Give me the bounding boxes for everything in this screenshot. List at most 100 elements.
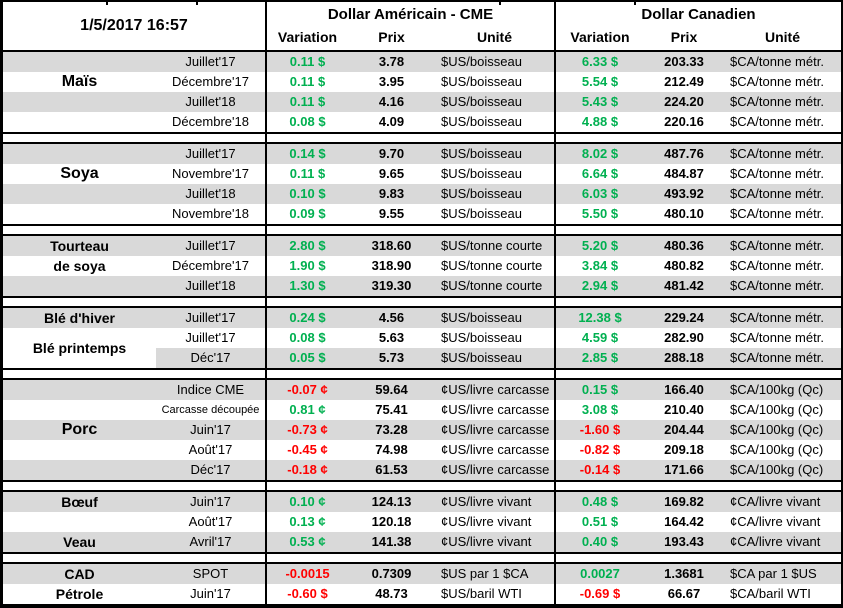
commodity-label: Pétrole [55, 586, 104, 602]
us-unit-label: $US/baril WTI [435, 584, 556, 604]
commodity-label: Blé printemps [32, 340, 127, 356]
contract-month-label: Juin'17 [156, 492, 267, 512]
section-divider [3, 296, 841, 308]
us-price-value: 74.98 [375, 442, 408, 457]
ca-unit-label: $CA/tonne métr. [730, 258, 824, 273]
us-unit-label: $US/boisseau [435, 144, 556, 164]
ca-unit-label: ¢CA/livre vivant [730, 534, 821, 549]
us-price-value: 319.30 [371, 278, 412, 293]
us-variation-value: 0.10 ¢ [289, 494, 326, 509]
us-dollar-title: Dollar Américain - CME [327, 6, 494, 23]
ca-price-value: 204.44 [664, 422, 704, 437]
us-price-value: 9.70 [378, 146, 405, 161]
contract-month-label: Juillet'17 [156, 328, 267, 348]
ca-variation-value: 2.94 $ [581, 278, 619, 293]
ca-unit-label: $CA/tonne métr. [724, 348, 841, 368]
ca-dollar-header-group: Dollar Canadien Variation Prix Unité [556, 2, 841, 50]
section-divider [3, 132, 841, 144]
us-variation-value: 1.90 $ [289, 258, 326, 273]
ca-price-header: Prix [670, 29, 698, 45]
us-variation-value: 2.80 $ [289, 238, 326, 253]
table-row: CAD SPOT -0.0015 0.7309 $US par 1 $CA 0.… [3, 564, 841, 584]
us-price-value: 120.18 [371, 514, 412, 529]
contract-month-label: Avril'17 [156, 532, 267, 552]
commodity-label [3, 184, 156, 204]
table-row: Porc Juin'17 -0.73 ¢ 73.28 ¢US/livre car… [3, 420, 841, 440]
us-unit-label: ¢US/livre carcasse [435, 420, 556, 440]
ca-variation-value: 6.64 $ [581, 166, 619, 181]
table-row: Août'17 -0.45 ¢ 74.98 ¢US/livre carcasse… [3, 440, 841, 460]
commodity-label: Soya [60, 165, 99, 182]
commodity-label [3, 380, 156, 400]
us-unit-label: ¢US/livre vivant [435, 532, 556, 552]
us-dollar-header-group: Dollar Américain - CME Variation Prix Un… [267, 2, 556, 50]
us-variation-value: -0.45 ¢ [287, 442, 328, 457]
ca-unit-label: $CA/100kg (Qc) [730, 402, 824, 417]
ca-unit-label: $CA/tonne métr. [730, 166, 824, 181]
us-unit-label: $US/boisseau [435, 52, 556, 72]
contract-month-label: Déc'17 [156, 348, 267, 368]
section-tourteau-de-soya: Tourteau Juillet'17 2.80 $ 318.60 $US/to… [3, 236, 841, 296]
us-price-value: 9.83 [378, 186, 405, 201]
us-unit-label: $US/boisseau [435, 204, 556, 224]
us-unit-label: $US/tonne courte [435, 236, 556, 256]
us-variation-value: 0.24 $ [289, 310, 326, 325]
table-row: Soya Novembre'17 0.11 $ 9.65 $US/boissea… [3, 164, 841, 184]
grid-tick [499, 2, 501, 5]
section-cad-petrole: CAD SPOT -0.0015 0.7309 $US par 1 $CA 0.… [3, 564, 841, 604]
ca-price-value: 480.82 [664, 258, 704, 273]
ca-variation-value: 5.50 $ [581, 206, 619, 221]
table-row: Pétrole Juin'17 -0.60 $ 48.73 $US/baril … [3, 584, 841, 604]
ca-unit-label: $CA/100kg (Qc) [730, 422, 824, 437]
table-row: Déc'17 0.05 $ 5.73 $US/boisseau 2.85 $ 2… [3, 348, 841, 368]
commodity-label: Maïs [61, 73, 98, 90]
table-row: Indice CME -0.07 ¢ 59.64 ¢US/livre carca… [3, 380, 841, 400]
commodity-label: Porc [61, 421, 98, 438]
commodity-label: Tourteau [50, 238, 109, 254]
ca-variation-header: Variation [570, 29, 630, 45]
table-row: Blé printemps Juillet'17 0.08 $ 5.63 $US… [3, 328, 841, 356]
ca-price-value: 166.40 [664, 382, 704, 397]
us-variation-value: 0.10 $ [289, 186, 326, 201]
us-variation-header: Variation [277, 29, 338, 45]
contract-month-label: Décembre'17 [156, 256, 267, 276]
us-price-value: 61.53 [375, 462, 408, 477]
contract-month-label: Août'17 [156, 512, 267, 532]
us-price-value: 3.95 [378, 74, 405, 89]
us-unit-label: ¢US/livre carcasse [435, 460, 556, 480]
ca-price-value: 209.18 [664, 442, 704, 457]
us-variation-value: 0.81 ¢ [289, 402, 326, 417]
ca-price-value: 481.42 [664, 278, 704, 293]
ca-variation-value: -0.14 $ [579, 462, 621, 477]
us-column-headers: Variation Prix Unité [267, 26, 554, 50]
commodity-label [3, 276, 156, 296]
ca-price-value: 212.49 [664, 74, 704, 89]
grid-tick [634, 2, 636, 5]
ca-price-value: 210.40 [664, 402, 704, 417]
ca-unit-label: $CA/tonne métr. [730, 54, 824, 69]
us-unit-label: $US/boisseau [435, 348, 556, 368]
us-unit-label: $US/boisseau [435, 328, 556, 348]
us-unit-label: ¢US/livre carcasse [435, 400, 556, 420]
table-row: Maïs Décembre'17 0.11 $ 3.95 $US/boissea… [3, 72, 841, 92]
ca-unit-label: $CA/100kg (Qc) [730, 442, 824, 457]
ca-unit-label: $CA/tonne métr. [730, 186, 824, 201]
us-price-value: 4.56 [378, 310, 405, 325]
ca-dollar-title: Dollar Canadien [641, 6, 756, 23]
us-price-value: 9.55 [378, 206, 405, 221]
ca-variation-value: 8.02 $ [581, 146, 619, 161]
ca-price-value: 203.33 [664, 54, 704, 69]
ca-unit-label: $CA/baril WTI [730, 586, 811, 601]
us-variation-value: 0.11 $ [289, 166, 326, 181]
contract-month-label: Juillet'17 [156, 236, 267, 256]
section-soya: Juillet'17 0.14 $ 9.70 $US/boisseau 8.02… [3, 144, 841, 224]
commodity-label [3, 52, 156, 72]
ca-variation-value: 0.48 $ [581, 494, 619, 509]
ca-price-value: 164.42 [664, 514, 704, 529]
ca-variation-value: -0.69 $ [579, 586, 621, 601]
us-unit-label: $US/boisseau [435, 308, 556, 328]
us-price-value: 318.90 [371, 258, 412, 273]
us-variation-value: 0.08 $ [289, 114, 326, 129]
us-variation-value: 1.30 $ [289, 278, 326, 293]
us-variation-value: 0.14 $ [289, 146, 326, 161]
